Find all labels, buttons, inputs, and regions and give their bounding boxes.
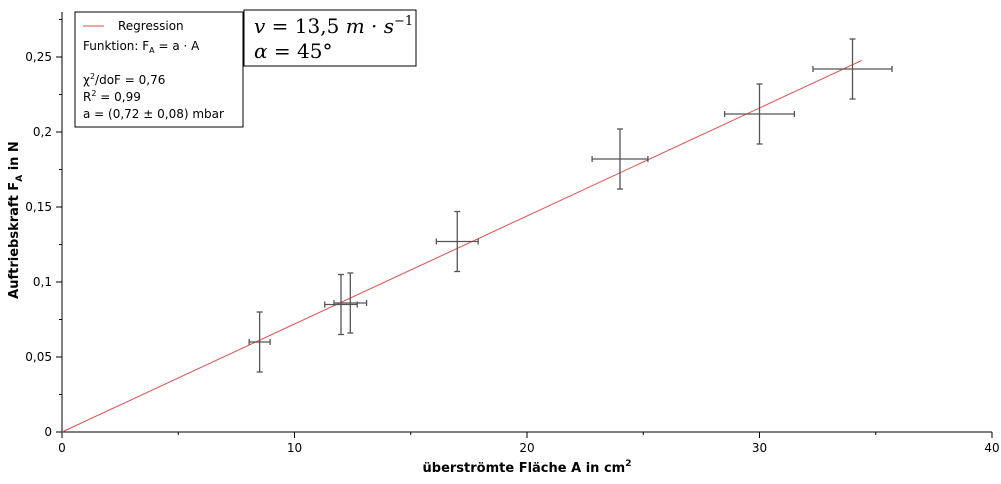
legend-series-label: Regression (118, 19, 184, 33)
data-point (591, 128, 649, 190)
x-tick-label: 10 (287, 441, 302, 455)
y-tick-label: 0,05 (25, 350, 52, 364)
x-tick-label: 40 (984, 441, 999, 455)
data-point (812, 38, 893, 100)
y-tick-label: 0,1 (33, 275, 52, 289)
y-tick-label: 0,2 (33, 125, 52, 139)
y-tick-label: 0 (44, 425, 52, 439)
angle-label: α = 45° (254, 39, 332, 63)
x-axis-ticks: 0 10 20 30 40 (58, 432, 1000, 455)
y-axis-title: Auftriebskraft FA in N (7, 141, 25, 299)
x-tick-label: 20 (519, 441, 534, 455)
data-point (435, 210, 479, 273)
y-axis-ticks: 0 0,05 0,1 0,15 0,2 0,25 (25, 19, 62, 439)
data-point (723, 83, 796, 145)
velocity-label: v = 13,5 m · s−1 (254, 14, 413, 38)
conditions-box: v = 13,5 m · s−1 α = 45° (243, 9, 417, 67)
legend-r-squared: R2 = 0,99 (83, 89, 141, 104)
data-points (248, 38, 893, 373)
data-point (248, 311, 271, 373)
legend: Regression Funktion: FA = a · A χ2/doF =… (74, 11, 244, 128)
x-axis-title: überströmte Fläche A in cm2 (423, 459, 632, 476)
data-point (333, 272, 368, 334)
legend-chi-square: χ2/doF = 0,76 (83, 72, 165, 87)
regression-line (61, 60, 863, 433)
y-tick-label: 0,25 (25, 50, 52, 64)
y-tick-label: 0,15 (25, 200, 52, 214)
legend-function: Funktion: FA = a · A (83, 39, 200, 55)
data-point (324, 273, 358, 336)
x-tick-label: 0 (58, 441, 66, 455)
x-tick-label: 30 (752, 441, 767, 455)
legend-a-value: a = (0,72 ± 0,08) mbar (83, 107, 224, 121)
